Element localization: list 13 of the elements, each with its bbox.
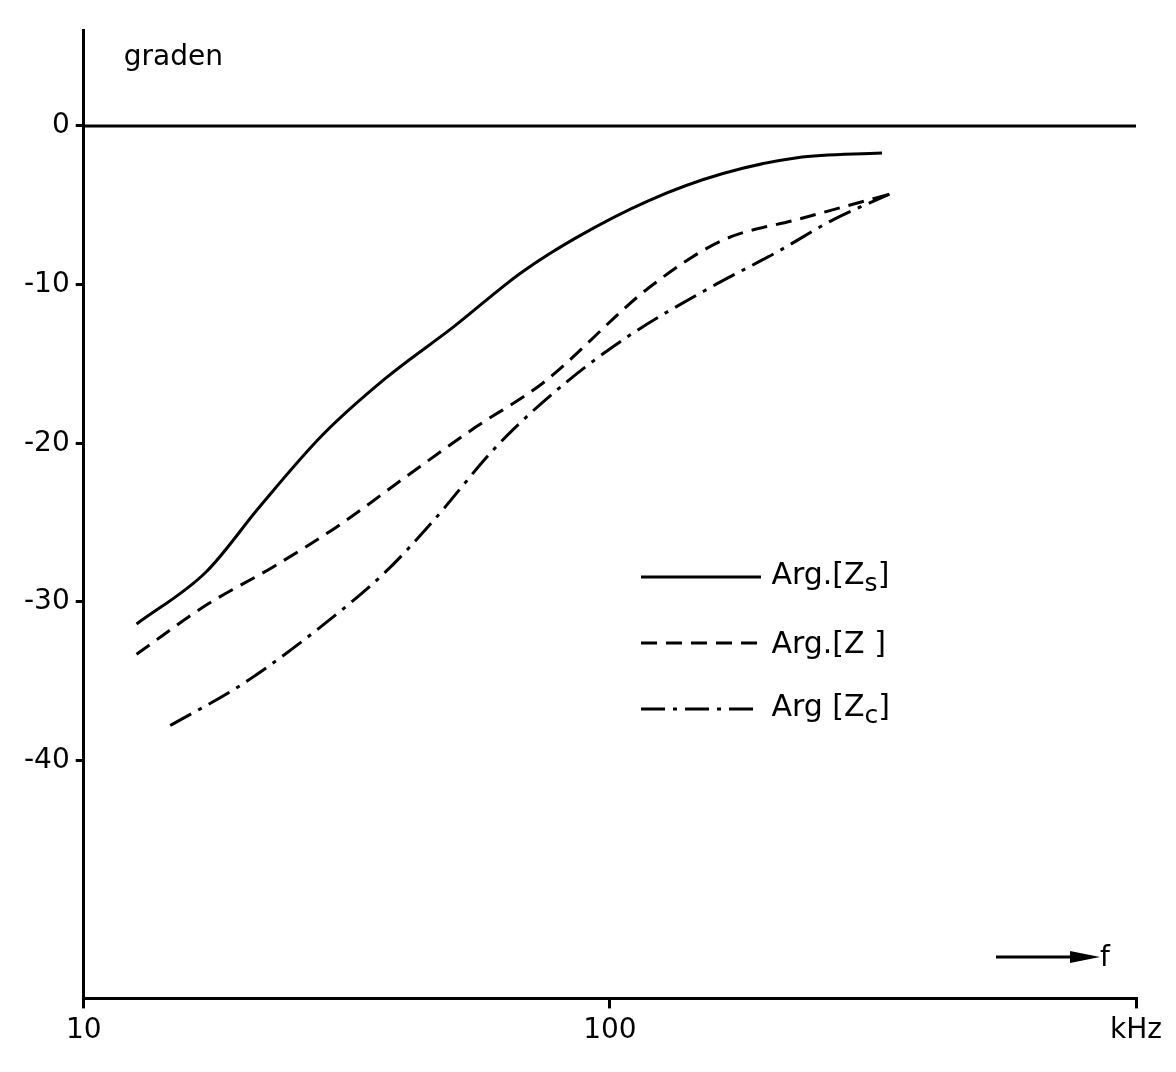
y-tick-label: -10 xyxy=(24,265,70,299)
x-tick-label: kHz xyxy=(1110,1012,1162,1046)
x-axis-title: f xyxy=(1100,940,1110,974)
legend-label: Arg [Z$_{c}$] xyxy=(771,688,891,730)
legend-label: Arg.[Z ] xyxy=(771,625,886,661)
y-tick-label: -30 xyxy=(24,583,70,617)
x-tick-label: 100 xyxy=(583,1012,637,1046)
y-tick-label: 0 xyxy=(51,107,70,141)
y-axis-title: graden xyxy=(123,38,223,72)
y-tick-label: -40 xyxy=(24,741,70,775)
x-tick-label: 10 xyxy=(65,1012,102,1046)
legend-label: Arg.[Z$_{s}$] xyxy=(771,556,890,598)
y-tick-label: -20 xyxy=(24,424,70,458)
